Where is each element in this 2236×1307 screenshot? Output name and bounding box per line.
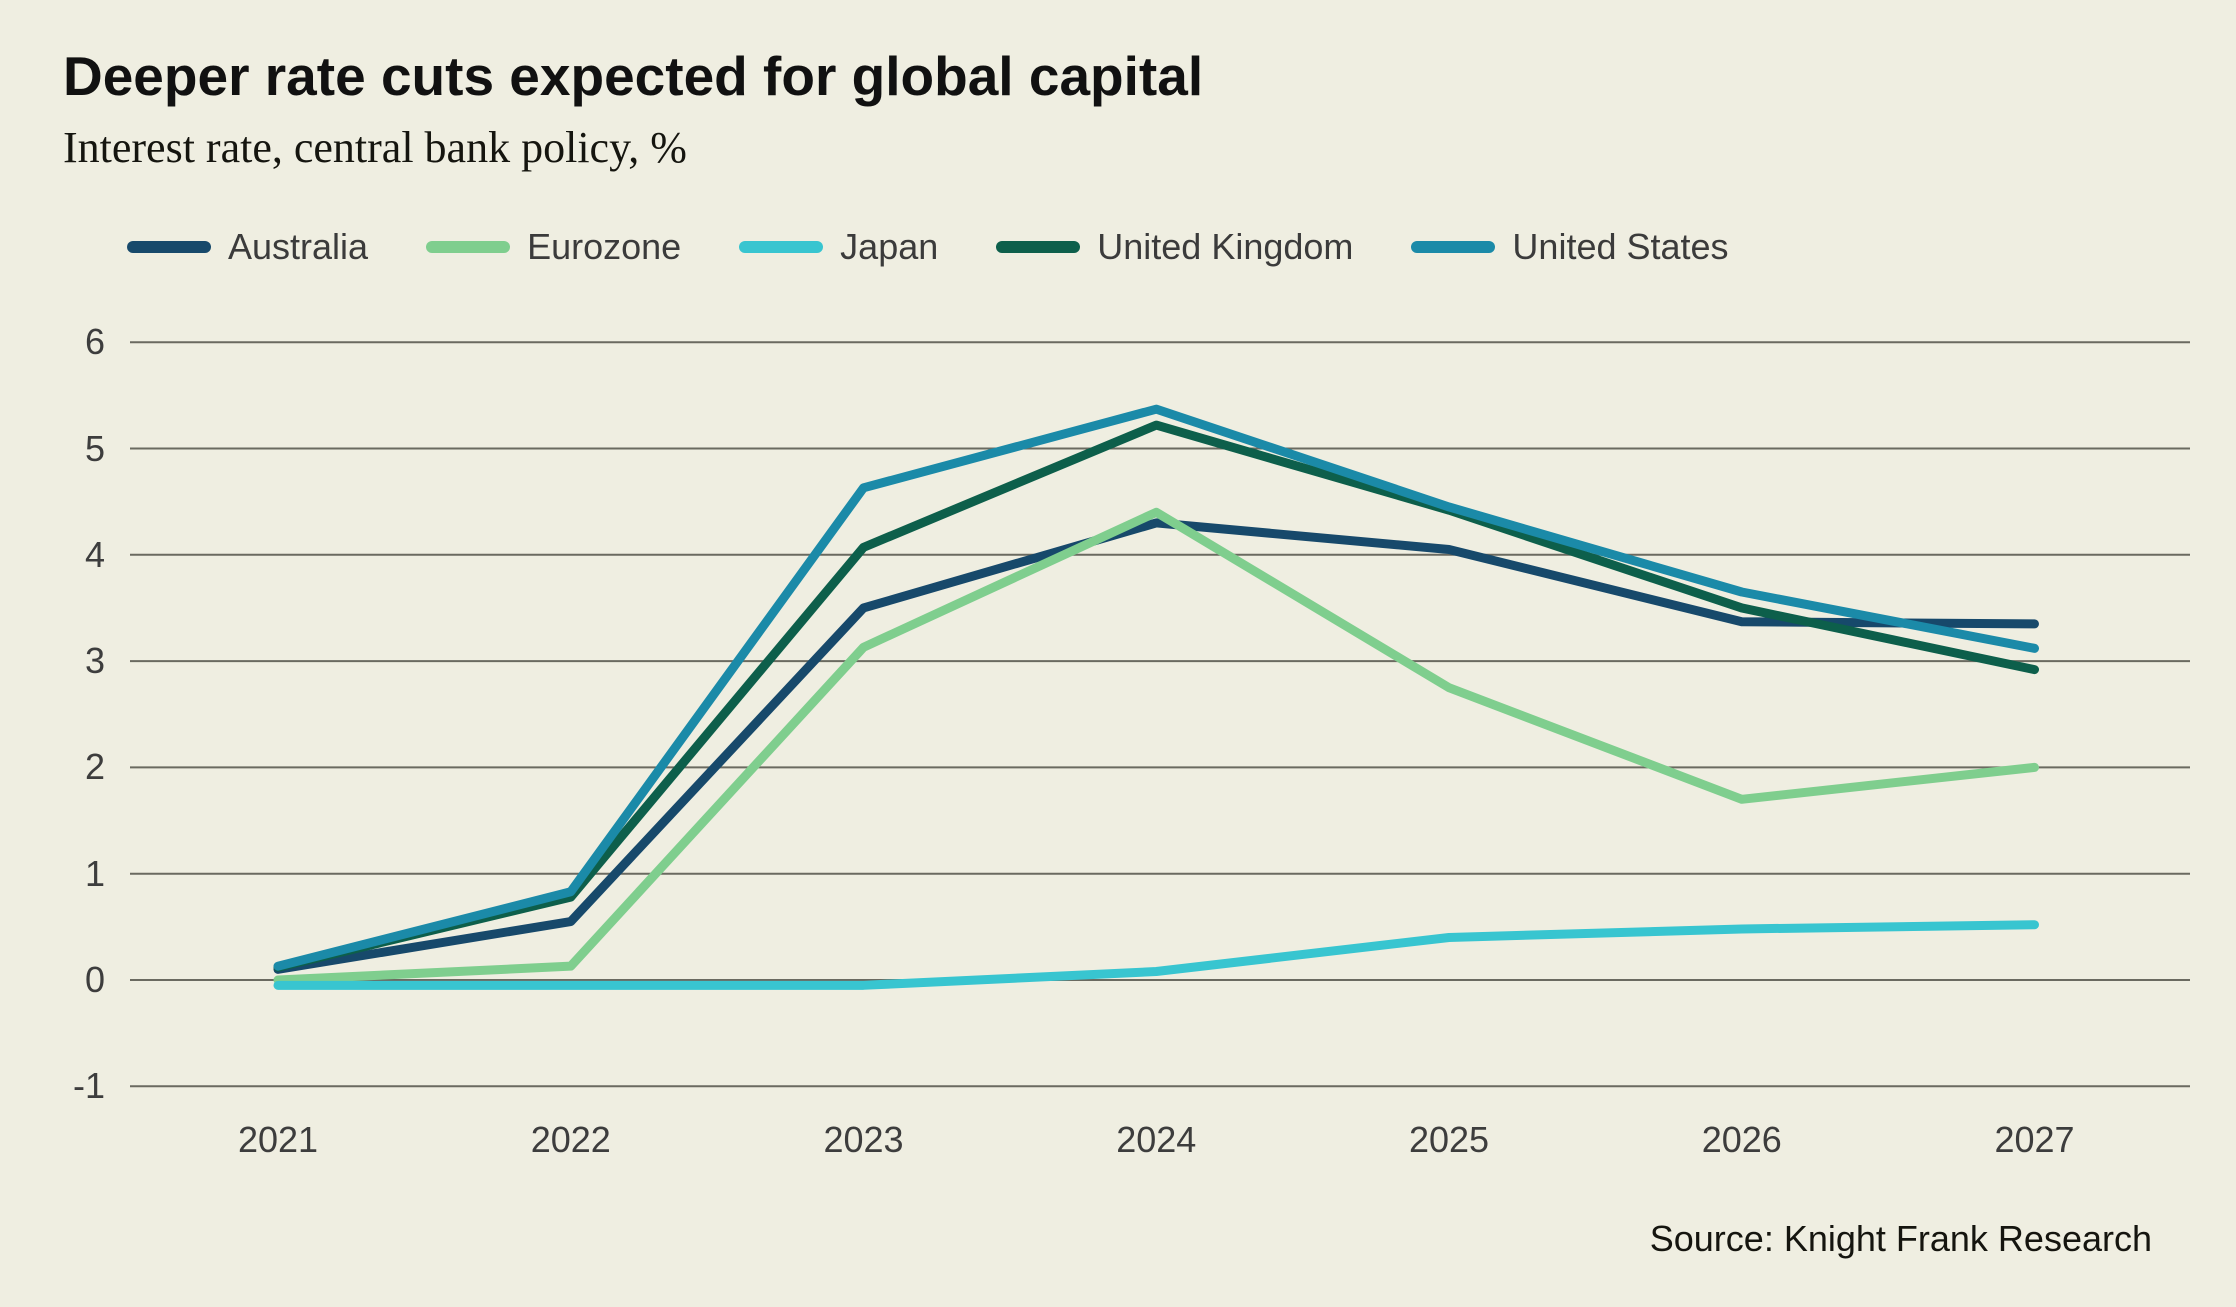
legend-swatch-eurozone — [426, 241, 511, 253]
y-tick-label: 0 — [84, 959, 105, 1000]
legend-item-australia: Australia — [127, 226, 368, 268]
legend-item-eurozone: Eurozone — [426, 226, 681, 268]
y-tick-label: 2 — [84, 746, 105, 788]
x-tick-label: 2026 — [1701, 1119, 1782, 1160]
y-tick-label: 1 — [84, 852, 105, 894]
legend-label-australia: Australia — [228, 226, 369, 267]
x-tick-label: 2021 — [237, 1119, 319, 1160]
page-subtitle: Interest rate, central bank policy, % — [63, 123, 687, 172]
y-tick-label: 4 — [84, 533, 105, 575]
legend-swatch-united-states — [1411, 241, 1496, 253]
source-credit: Source: Knight Frank Research — [1649, 1218, 2152, 1259]
series-line-australia — [273, 518, 2039, 974]
legend-label-japan: Japan — [840, 226, 939, 267]
series-line-united-kingdom — [273, 420, 2039, 972]
legend-label-united-states: United States — [1512, 226, 1729, 267]
page-title: Deeper rate cuts expected for global cap… — [63, 45, 1204, 107]
legend-swatch-united-kingdom — [996, 241, 1081, 253]
x-tick-label: 2023 — [823, 1119, 904, 1160]
x-tick-label: 2025 — [1408, 1119, 1490, 1160]
legend-swatch-japan — [739, 241, 824, 253]
series-line-united-states — [273, 404, 2039, 971]
y-tick-label: 6 — [84, 321, 105, 363]
legend-item-japan: Japan — [739, 226, 938, 268]
legend: Australia Eurozone Japan United Kingdom … — [127, 226, 1729, 268]
x-tick-label: 2024 — [1116, 1119, 1197, 1160]
x-tick-label: 2022 — [530, 1119, 611, 1160]
x-tick-label: 2027 — [1994, 1119, 2075, 1160]
y-tick-label: -1 — [72, 1065, 105, 1107]
legend-swatch-australia — [127, 241, 211, 253]
series-line-eurozone — [273, 507, 2039, 985]
series-line-japan — [273, 920, 2039, 990]
y-tick-label: 5 — [84, 427, 105, 469]
legend-label-eurozone: Eurozone — [527, 226, 682, 267]
legend-item-united-kingdom: United Kingdom — [996, 226, 1353, 268]
legend-label-united-kingdom: United Kingdom — [1097, 226, 1354, 267]
y-tick-label: 3 — [84, 640, 105, 682]
legend-item-united-states: United States — [1411, 226, 1729, 268]
